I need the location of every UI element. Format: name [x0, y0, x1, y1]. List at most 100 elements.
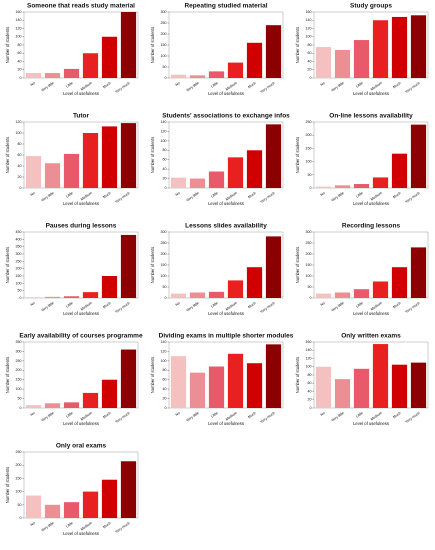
y-tick-label: 100: [161, 274, 167, 278]
x-tick-label: Medium: [80, 81, 93, 92]
y-tick-label: 140: [161, 120, 167, 124]
x-tick-label: Much: [102, 301, 112, 309]
chart-title: Lessons slides availability: [185, 223, 267, 230]
bar: [120, 12, 137, 78]
bar: [44, 403, 61, 408]
y-tick-label: 100: [16, 281, 22, 285]
x-tick-label: Little: [355, 301, 364, 309]
y-axis-label: Number of students: [295, 357, 300, 394]
y-tick-label: 50: [18, 289, 22, 293]
x-tick-label: Much: [102, 81, 112, 89]
chart-title: Dividing exams in multiple shorter modul…: [159, 333, 294, 340]
y-tick-label: 100: [16, 35, 22, 39]
y-tick-label: 200: [16, 368, 22, 372]
x-tick-label: Much: [102, 411, 112, 419]
y-tick-label: 250: [16, 359, 22, 363]
y-tick-label: 50: [163, 65, 167, 69]
x-axis-label: Level of usefulness: [63, 91, 99, 96]
bar: [25, 297, 42, 298]
bar: [410, 124, 427, 188]
y-tick-label: 150: [16, 476, 22, 480]
bar: [208, 291, 225, 298]
x-axis-label: Level of usefulness: [353, 421, 389, 426]
y-tick-label: 100: [306, 160, 312, 164]
y-tick-label: 200: [161, 252, 167, 256]
chart-title: Someone that reads study material: [27, 3, 135, 10]
x-tick-label: Very little: [331, 81, 345, 93]
bar: [246, 363, 263, 408]
x-tick-label: Medium: [225, 411, 238, 422]
bar: [227, 157, 244, 188]
x-tick-label: Medium: [370, 411, 383, 422]
x-tick-label: Very much: [115, 191, 131, 204]
bar: [189, 178, 206, 188]
y-axis-label: Number of students: [150, 247, 155, 284]
bar: [170, 356, 187, 408]
y-tick-label: 400: [16, 237, 22, 241]
bar: [208, 171, 225, 188]
bar: [334, 185, 351, 188]
x-tick-label: Much: [247, 191, 257, 199]
y-tick-label: 120: [161, 349, 167, 353]
bar: [353, 368, 370, 408]
y-tick-label: 100: [306, 274, 312, 278]
y-axis-label: Number of students: [5, 357, 10, 394]
x-tick-label: Very little: [186, 301, 200, 313]
x-tick-label: Little: [210, 81, 219, 89]
x-tick-label: Very much: [260, 411, 276, 424]
y-tick-label: 150: [306, 263, 312, 267]
bar: [63, 296, 80, 298]
y-tick-label: 300: [16, 252, 22, 256]
y-tick-label: 100: [161, 54, 167, 58]
y-tick-label: 40: [163, 387, 167, 391]
bar: [353, 40, 370, 78]
bar: [410, 247, 427, 298]
bar: [372, 344, 389, 408]
y-tick-label: 120: [16, 26, 22, 30]
x-tick-label: Much: [247, 81, 257, 89]
y-tick-label: 20: [308, 68, 312, 72]
x-tick-label: Little: [65, 301, 74, 309]
y-tick-label: 250: [306, 120, 312, 124]
x-tick-label: No: [175, 191, 181, 197]
y-tick-label: 40: [308, 59, 312, 63]
bar: [82, 53, 99, 78]
x-axis-label: Level of usefulness: [63, 201, 99, 206]
bar: [391, 267, 408, 298]
bar: [227, 62, 244, 78]
x-tick-label: Medium: [80, 411, 93, 422]
x-tick-label: No: [320, 191, 326, 197]
x-tick-label: Little: [65, 521, 74, 529]
x-tick-label: Little: [65, 191, 74, 199]
bar: [391, 364, 408, 408]
y-tick-label: 150: [16, 274, 22, 278]
x-tick-label: Much: [247, 411, 257, 419]
bar: [265, 124, 282, 188]
y-tick-label: 100: [16, 490, 22, 494]
bar: [246, 267, 263, 298]
y-tick-label: 450: [16, 230, 22, 234]
y-tick-label: 120: [306, 356, 312, 360]
plot-frame: [23, 451, 139, 519]
bar: [353, 289, 370, 298]
bar: [208, 71, 225, 78]
x-tick-label: Very much: [115, 81, 131, 94]
y-tick-label: 20: [308, 398, 312, 402]
chart-title: Only written exams: [341, 333, 401, 340]
bar: [82, 392, 99, 408]
y-tick-label: 40: [18, 164, 22, 168]
x-axis-label: Level of usefulness: [63, 531, 99, 536]
bar: [25, 405, 42, 408]
y-axis-label: Number of students: [5, 27, 10, 64]
bar: [227, 280, 244, 298]
bar: [189, 292, 206, 298]
x-tick-label: Little: [355, 81, 364, 89]
y-tick-label: 20: [18, 175, 22, 179]
y-tick-label: 60: [18, 51, 22, 55]
y-axis-label: Number of students: [150, 27, 155, 64]
y-tick-label: 0: [310, 296, 312, 300]
y-axis-label: Number of students: [295, 247, 300, 284]
bar: [120, 461, 137, 518]
y-tick-label: 250: [16, 259, 22, 263]
